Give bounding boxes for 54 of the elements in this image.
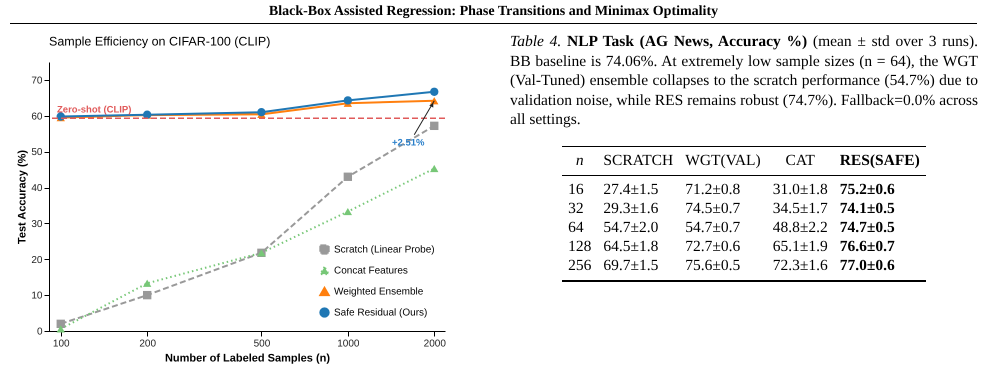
text: 29.3±1.6: [602, 198, 660, 218]
text: 34.5±1.7: [772, 198, 829, 218]
text: 76.6±0.7: [838, 236, 896, 256]
legend-label: Safe Residual (Ours): [334, 308, 428, 318]
text: 74.7±0.5: [838, 218, 896, 237]
x-tick-label: 100: [52, 338, 70, 350]
text: 69.7±1.5: [602, 256, 660, 276]
x-tick-label: 500: [254, 338, 271, 350]
text: Black-Box Assisted Regression: Phase Transitions and Minimax Optimality: [10, 0, 977, 24]
text: 32: [567, 198, 585, 218]
text: 77.0±0.6: [838, 256, 896, 276]
x-axis-title: Number of Labeled Samples (n): [164, 352, 330, 364]
text: 75.6±0.5: [684, 256, 742, 276]
text: 74.1±0.5: [838, 198, 896, 218]
y-tick-label: 60: [31, 111, 43, 122]
x-tick-label: 2000: [424, 338, 446, 350]
text: 64: [567, 218, 585, 237]
text: 54.7±0.7: [684, 218, 742, 237]
text: 72.3±1.6: [772, 256, 829, 276]
y-tick-label: 40: [31, 183, 43, 194]
x-tick-label: 1000: [337, 338, 360, 350]
category-label: WGT(VAL): [679, 146, 767, 176]
y-axis-title: Test Accuracy (%): [16, 150, 28, 244]
text: 74.5±0.7: [684, 198, 742, 218]
ref-line-label: Zero-shot (CLIP): [57, 104, 132, 116]
y-tick-label: 20: [31, 254, 43, 266]
text: 16: [567, 180, 585, 199]
text: 128: [567, 236, 592, 256]
text: 27.4±1.5: [602, 180, 660, 199]
x-tick-label: 200: [139, 338, 156, 350]
legend-label: Scratch (Linear Probe): [334, 244, 435, 256]
text: 48.8±2.2: [772, 218, 829, 237]
text: 71.2±0.8: [684, 180, 742, 199]
text: 75.2±0.6: [838, 180, 896, 199]
legend-label: Weighted Ensemble: [334, 286, 424, 298]
category-label: RES(SAFE): [834, 146, 926, 176]
annotation: +2.51%: [392, 138, 426, 149]
text: 54.7±2.0: [602, 218, 660, 237]
text: 72.7±0.6: [684, 236, 742, 256]
legend-label: Concat Features: [334, 266, 408, 276]
y-tick-label: 30: [31, 218, 43, 230]
y-tick-label: 10: [31, 290, 43, 302]
y-tick-label: 0: [36, 326, 43, 338]
category-label: n: [562, 146, 598, 176]
text: 65.1±1.9: [772, 236, 829, 256]
text: 64.5±1.8: [602, 236, 660, 256]
category-label: CAT: [766, 146, 834, 176]
chart-title: Sample Efficiency on CIFAR-100 (CLIP): [49, 34, 270, 48]
text: 256: [567, 256, 592, 276]
text: 31.0±1.8: [772, 180, 829, 199]
text: Table 4. NLP Task (AG News, Accuracy %): [510, 33, 808, 50]
y-tick-label: 50: [31, 147, 43, 158]
category-label: SCRATCH: [597, 146, 680, 176]
y-tick-label: 70: [31, 75, 43, 86]
